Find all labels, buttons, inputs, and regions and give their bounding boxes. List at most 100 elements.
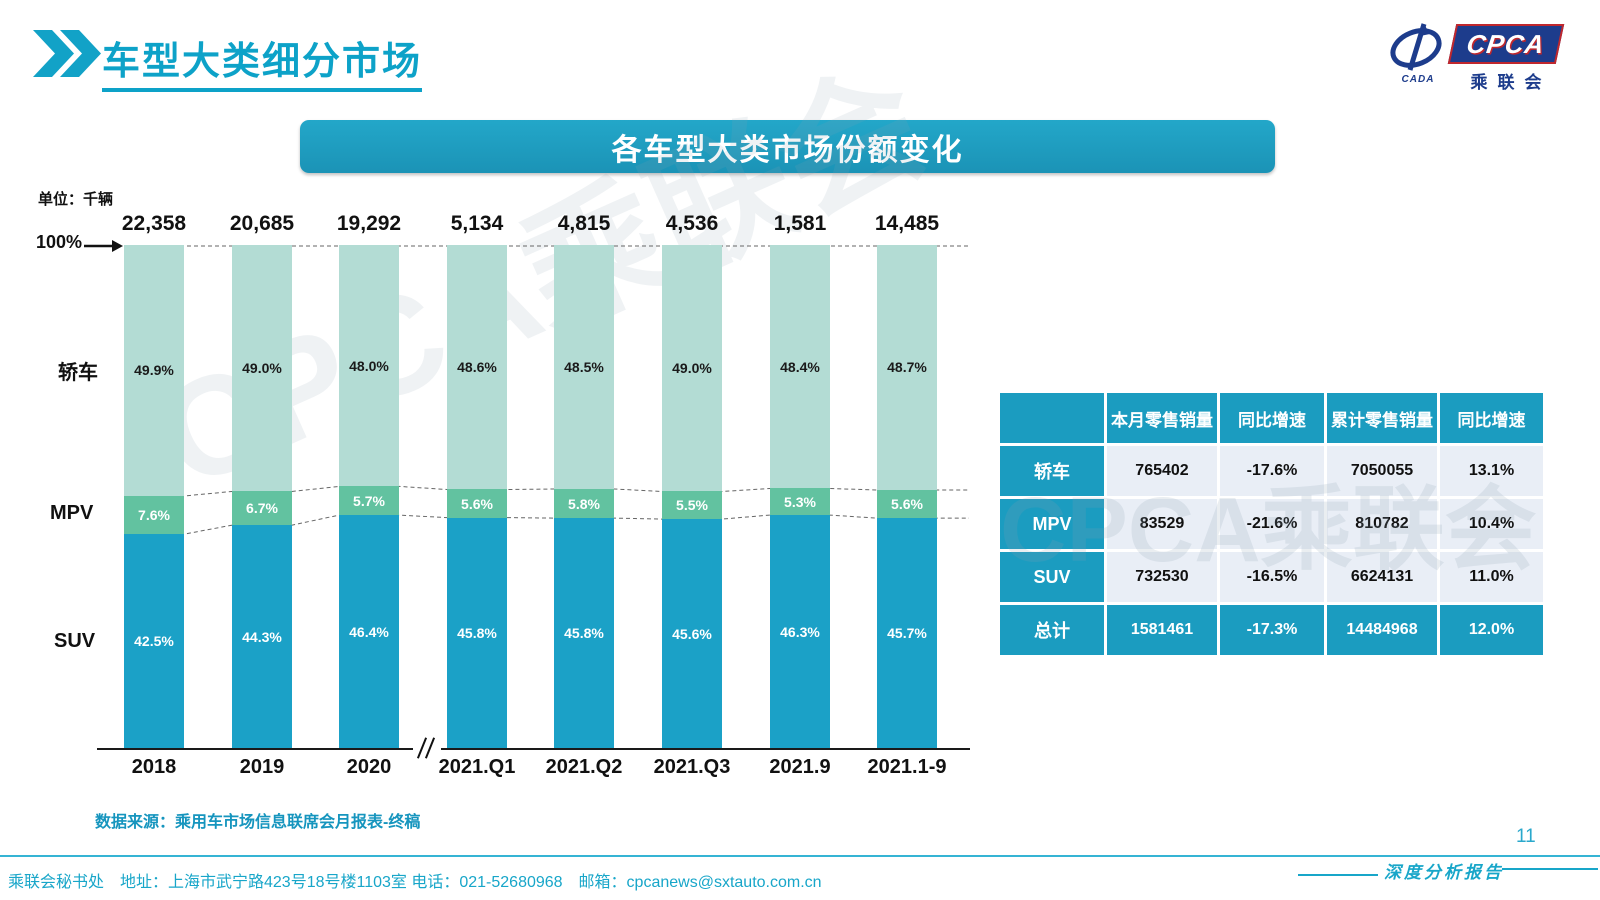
cada-emblem-icon: [1390, 23, 1442, 71]
table-header-cell: 同比增速: [1220, 393, 1324, 443]
report-label-right-line: [1502, 868, 1598, 870]
segment-SUV: 46.3%: [770, 515, 830, 748]
page-number: 11: [1516, 826, 1536, 847]
segment-轿车: 49.9%: [124, 245, 184, 496]
row-label-cell: MPV: [1000, 499, 1104, 549]
segment-value-label: 49.9%: [134, 362, 174, 379]
segment-轿车: 48.6%: [447, 245, 507, 490]
x-axis-label: 2021.Q1: [438, 756, 516, 778]
data-cell: 13.1%: [1440, 446, 1543, 496]
x-axis-label: 2021.9: [769, 756, 831, 778]
bar-2021.1-9: 14,485 48.7% 5.6% 45.7% 2021.1-9: [868, 212, 947, 778]
table-row-总计: 总计 1581461 -17.3% 14484968 12.0%: [1000, 605, 1543, 655]
data-cell: 83529: [1107, 499, 1217, 549]
segment-value-label: 49.0%: [672, 360, 712, 377]
table-corner-cell: [1000, 393, 1104, 443]
bar-total-label: 14,485: [874, 212, 940, 235]
data-cell: 7050055: [1327, 446, 1437, 496]
segment-value-label: 5.5%: [676, 497, 708, 514]
segment-SUV: 45.7%: [877, 518, 937, 748]
bar-total-label: 4,815: [557, 212, 611, 235]
row-label-cell: 总计: [1000, 605, 1104, 655]
data-source-note: 数据来源：乘用车市场信息联席会月报表-终稿: [95, 814, 421, 831]
segment-value-label: 46.4%: [349, 623, 389, 640]
data-cell: -17.3%: [1220, 605, 1324, 655]
bars-container: 22,358 49.9% 7.6% 42.5% 2018 20,685 49.0% 6.7% 4…: [122, 212, 947, 778]
footer-contact-info: 乘联会秘书处 地址：上海市武宁路423号18号楼1103室 电话：021-526…: [8, 874, 822, 891]
data-cell: -21.6%: [1220, 499, 1324, 549]
segment-轿车: 48.0%: [339, 245, 399, 487]
axis-100-arrow-icon: [84, 240, 123, 252]
data-cell: 12.0%: [1440, 605, 1543, 655]
logo-chinese-text: 乘联会: [1470, 73, 1552, 92]
chart-title: 各车型大类市场份额变化: [611, 133, 964, 167]
table-row-MPV: MPV 83529 -21.6% 810782 10.4%: [1000, 499, 1543, 549]
segment-MPV: 5.6%: [447, 489, 507, 518]
report-label-left-line: [1298, 874, 1378, 876]
segment-MPV: 5.8%: [554, 488, 614, 519]
bar-total-label: 1,581: [773, 212, 827, 235]
x-axis-label: 2021.1-9: [867, 756, 947, 778]
bar-2019: 20,685 49.0% 6.7% 44.3% 2019: [230, 212, 294, 778]
segment-MPV: 5.5%: [662, 491, 722, 520]
bar-2021.Q3: 4,536 49.0% 5.5% 45.6% 2021.Q3: [654, 212, 731, 778]
bar-total-label: 19,292: [336, 212, 402, 235]
chart-title-banner: 各车型大类市场份额变化: [300, 120, 1275, 173]
segment-轿车: 49.0%: [232, 245, 292, 492]
logo-cada-text: CADA: [1401, 74, 1435, 85]
double-chevron-icon: [33, 30, 101, 77]
data-cell: 765402: [1107, 446, 1217, 496]
data-cell: 1581461: [1107, 605, 1217, 655]
bar-2021.Q2: 4,815 48.5% 5.8% 45.8% 2021.Q2: [546, 212, 623, 778]
table-row-SUV: SUV 732530 -16.5% 6624131 11.0%: [1000, 552, 1543, 602]
report-label: 深度分析报告: [1384, 863, 1504, 883]
bar-total-label: 20,685: [229, 212, 295, 235]
segment-value-label: 5.8%: [568, 495, 600, 512]
segment-value-label: 5.6%: [461, 495, 493, 512]
x-axis-line: [97, 748, 970, 750]
x-axis-label: 2020: [346, 756, 392, 778]
table-header-row: 本月零售销量 同比增速 累计零售销量 同比增速: [1000, 393, 1543, 443]
cpca-logo: CADA CPCA 乘联会: [1386, 16, 1566, 92]
row-label-cell: 轿车: [1000, 446, 1104, 496]
segment-SUV: 42.5%: [124, 534, 184, 748]
axis-100-label: 100%: [36, 232, 83, 252]
x-axis-label: 2021.Q2: [545, 756, 623, 778]
segment-value-label: 48.0%: [349, 357, 389, 374]
data-cell: 6624131: [1327, 552, 1437, 602]
x-axis-label: 2021.Q3: [653, 756, 731, 778]
table-header-cell: 累计零售销量: [1327, 393, 1437, 443]
table-header-cell: 本月零售销量: [1107, 393, 1217, 443]
logo-cpca-box: CPCA: [1447, 24, 1565, 64]
segment-value-label: 48.5%: [564, 358, 604, 375]
segment-轿车: 48.7%: [877, 245, 937, 490]
segment-MPV: 6.7%: [232, 491, 292, 526]
segment-value-label: 42.5%: [134, 633, 174, 650]
segment-轿车: 48.5%: [554, 245, 614, 489]
bar-2021.Q1: 5,134 48.6% 5.6% 45.8% 2021.Q1: [439, 212, 516, 778]
data-cell: 810782: [1327, 499, 1437, 549]
segment-MPV: 5.3%: [770, 488, 830, 516]
segment-SUV: 44.3%: [232, 525, 292, 748]
unit-label: 单位：千辆: [38, 191, 114, 208]
segment-value-label: 5.7%: [353, 492, 385, 509]
bar-total-label: 5,134: [450, 212, 504, 235]
segment-轿车: 48.4%: [770, 245, 830, 489]
segment-value-label: 5.6%: [891, 496, 923, 513]
data-cell: 11.0%: [1440, 552, 1543, 602]
segment-value-label: 7.6%: [138, 507, 170, 524]
segment-value-label: 5.3%: [784, 493, 816, 510]
bar-total-label: 22,358: [121, 212, 187, 235]
data-cell: 732530: [1107, 552, 1217, 602]
table-header-cell: 同比增速: [1440, 393, 1543, 443]
segment-value-label: 45.7%: [887, 625, 927, 642]
series-label-sedan: 轿车: [58, 362, 98, 384]
segment-MPV: 5.7%: [339, 486, 399, 516]
bar-2021.9: 1,581 48.4% 5.3% 46.3% 2021.9: [769, 212, 830, 778]
axis-break-mark: [413, 736, 441, 760]
stacked-bar-chart: 22,358 49.9% 7.6% 42.5% 2018 20,685 49.0% 6.7% 4…: [122, 212, 974, 805]
segment-value-label: 48.6%: [457, 359, 497, 376]
segment-SUV: 45.8%: [447, 517, 507, 748]
data-cell: 10.4%: [1440, 499, 1543, 549]
bar-2020: 19,292 48.0% 5.7% 46.4% 2020: [337, 212, 401, 778]
